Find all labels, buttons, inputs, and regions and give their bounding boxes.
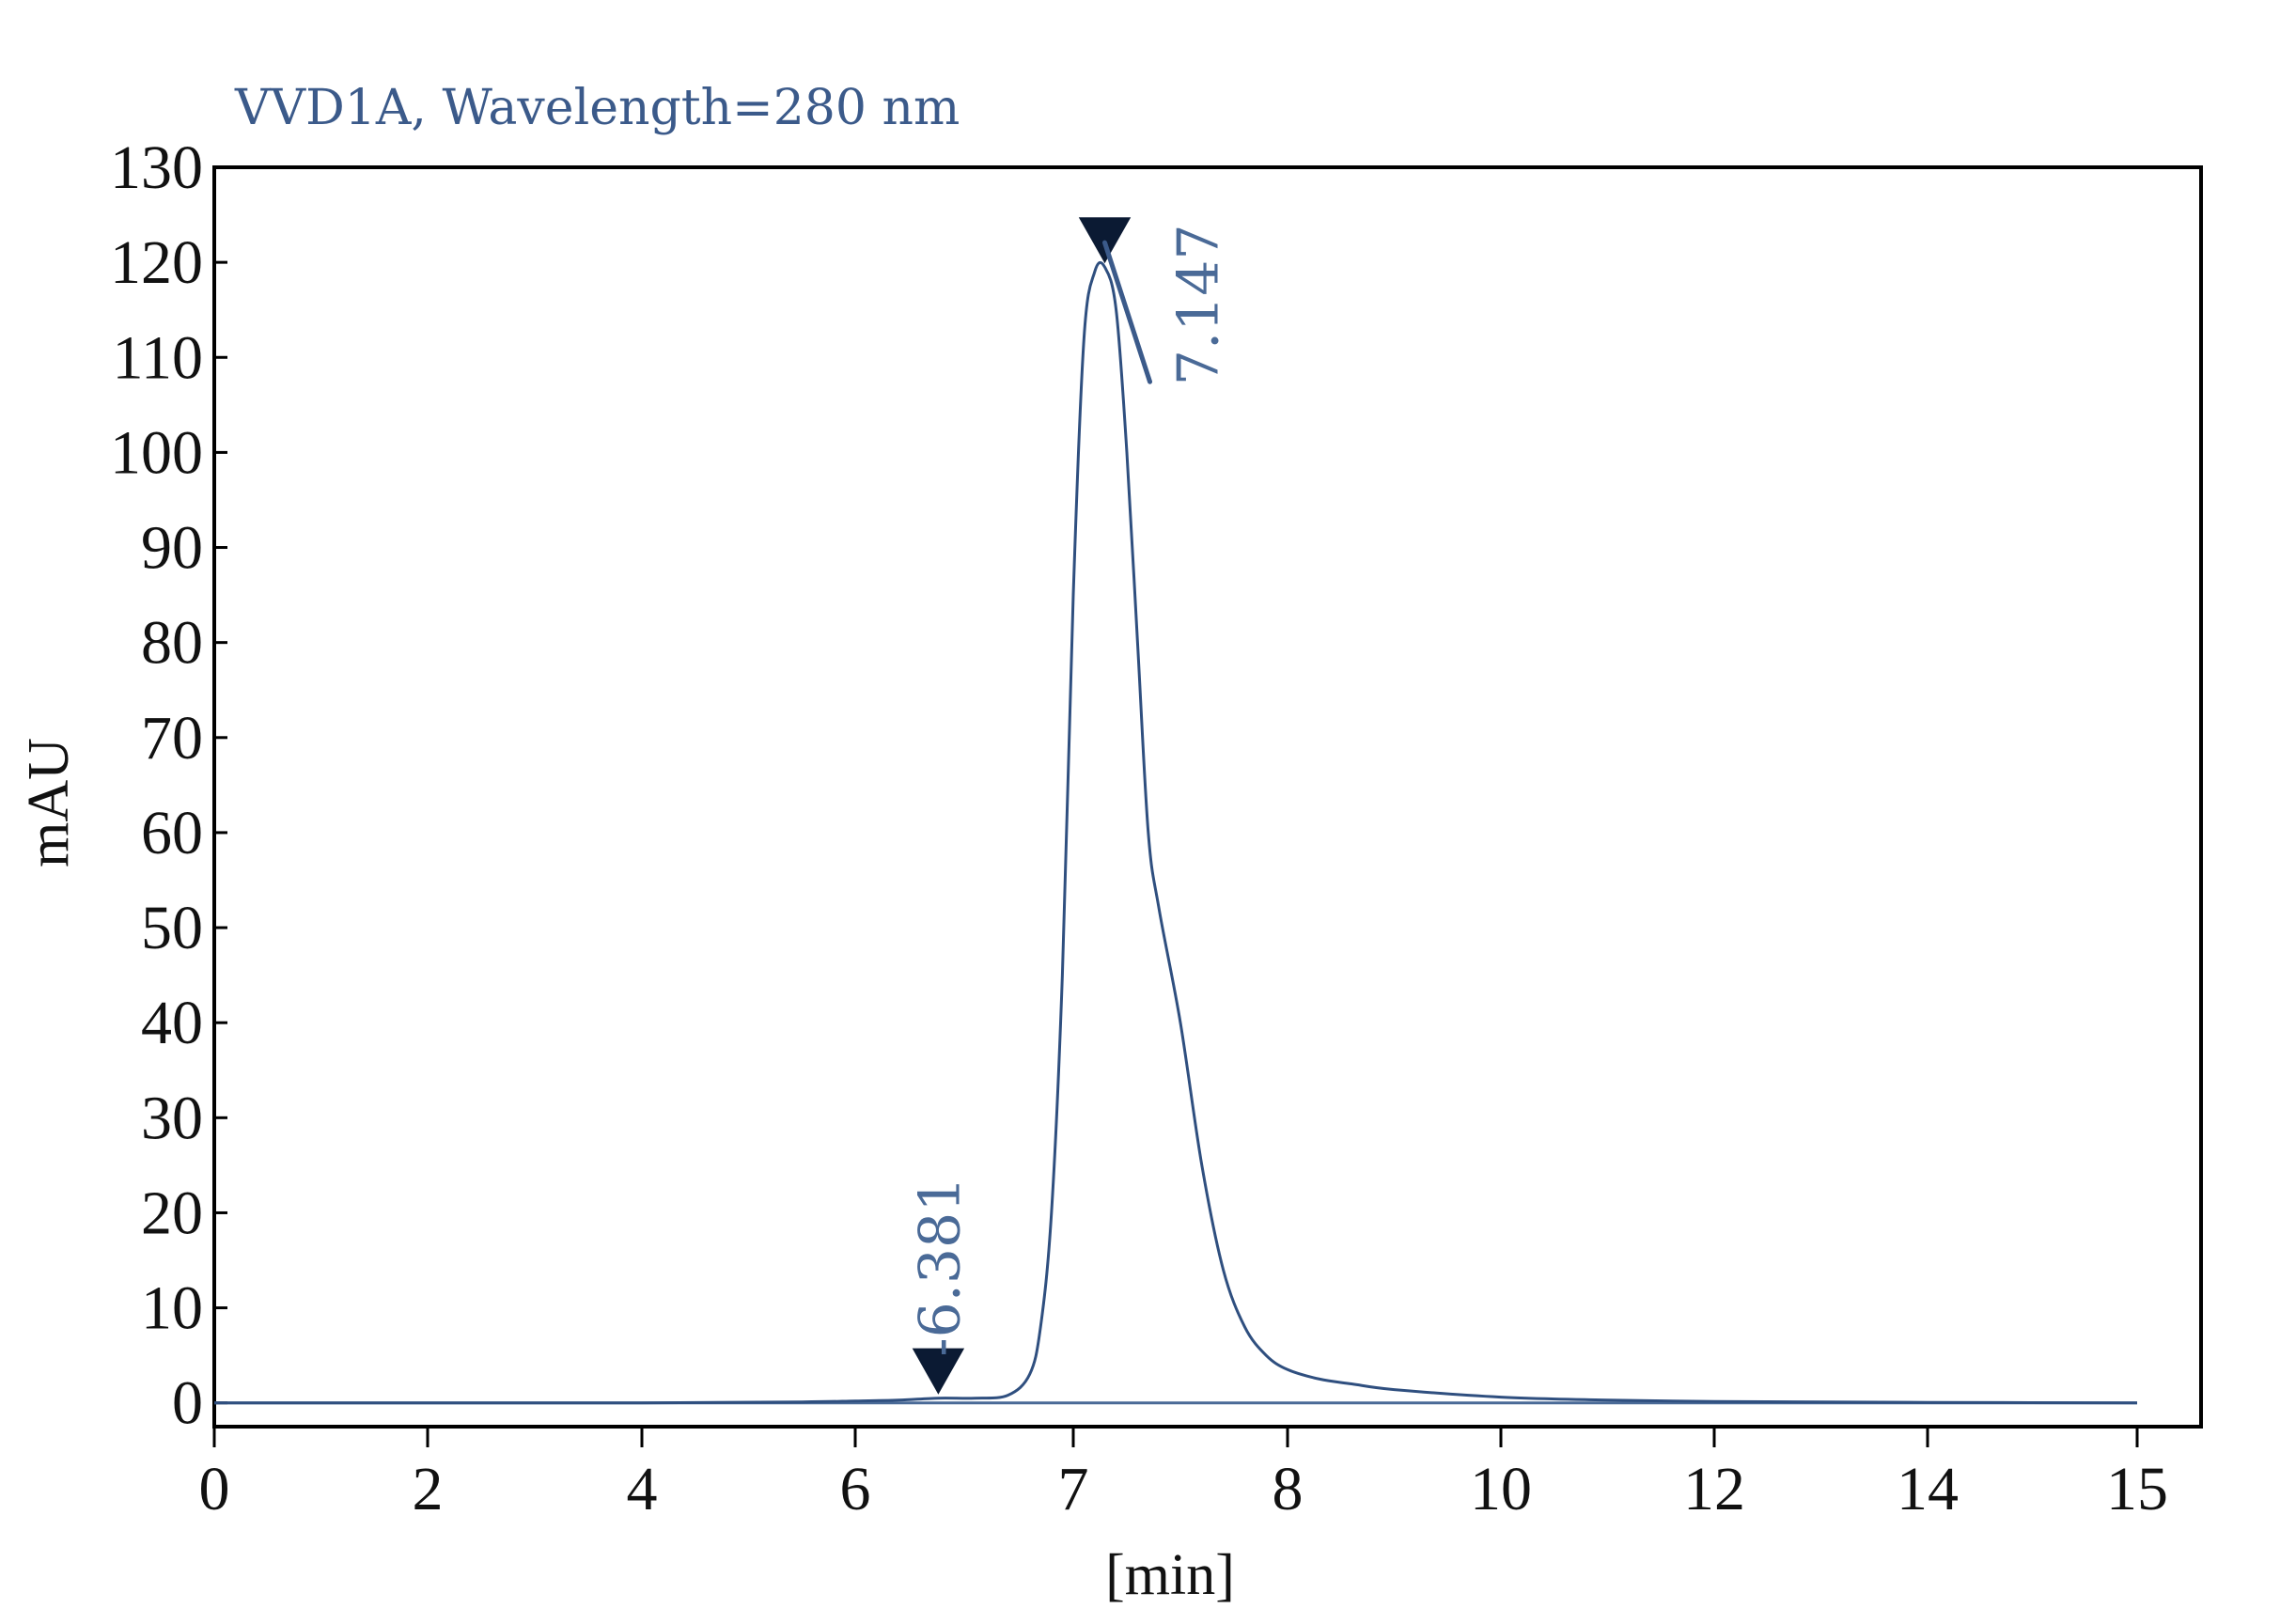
chart-title: VVD1A, Wavelength=280 nm — [234, 80, 960, 136]
x-tick-label: 2 — [413, 1455, 444, 1523]
x-tick-label: 15 — [2106, 1455, 2168, 1523]
x-tick-label: 14 — [1897, 1455, 1959, 1523]
x-tick-label: 0 — [199, 1455, 230, 1523]
peak-label: 7.147 — [1166, 224, 1232, 385]
y-tick-label: 20 — [141, 1179, 203, 1247]
y-tick-label: 100 — [110, 418, 203, 487]
peak-tangent — [1102, 240, 1153, 384]
y-tick-label: 90 — [141, 514, 203, 583]
y-tick-label: 40 — [141, 989, 203, 1057]
x-tick-label: 6 — [840, 1455, 871, 1523]
x-axis-ticks: 0 2 4 6 7 8 10 12 14 15 — [199, 1427, 2168, 1523]
x-tick-label: 10 — [1470, 1455, 1532, 1523]
peak-marker: -6.381 — [907, 1177, 973, 1395]
peak-label: -6.381 — [907, 1177, 973, 1357]
x-tick-label: 7 — [1058, 1455, 1089, 1523]
y-axis-ticks: 0 10 20 30 40 50 60 70 80 90 100 110 120 130 — [110, 133, 227, 1438]
x-tick-label: 12 — [1683, 1455, 1745, 1523]
y-tick-label: 130 — [110, 133, 203, 202]
plot-marks: -6.381 7.147 — [214, 217, 2138, 1405]
plot-frame — [212, 165, 2203, 1429]
y-tick-label: 50 — [141, 894, 203, 962]
x-axis-label: [min] — [1105, 1543, 1235, 1607]
y-tick-label: 120 — [110, 228, 203, 297]
y-tick-label: 60 — [141, 799, 203, 867]
y-tick-label: 30 — [141, 1084, 203, 1152]
y-tick-label: 110 — [112, 323, 203, 392]
series-line — [214, 260, 2138, 1405]
y-tick-label: 80 — [141, 609, 203, 678]
y-tick-label: 0 — [172, 1369, 203, 1438]
y-tick-label: 70 — [141, 704, 203, 773]
x-tick-label: 4 — [627, 1455, 658, 1523]
y-axis-label: mAU — [17, 738, 81, 867]
peak-triangle — [912, 1348, 965, 1395]
peak-marker: 7.147 — [1078, 217, 1232, 385]
x-tick-label: 8 — [1273, 1455, 1304, 1523]
y-tick-label: 10 — [141, 1274, 203, 1343]
peak-triangle — [1078, 217, 1132, 264]
